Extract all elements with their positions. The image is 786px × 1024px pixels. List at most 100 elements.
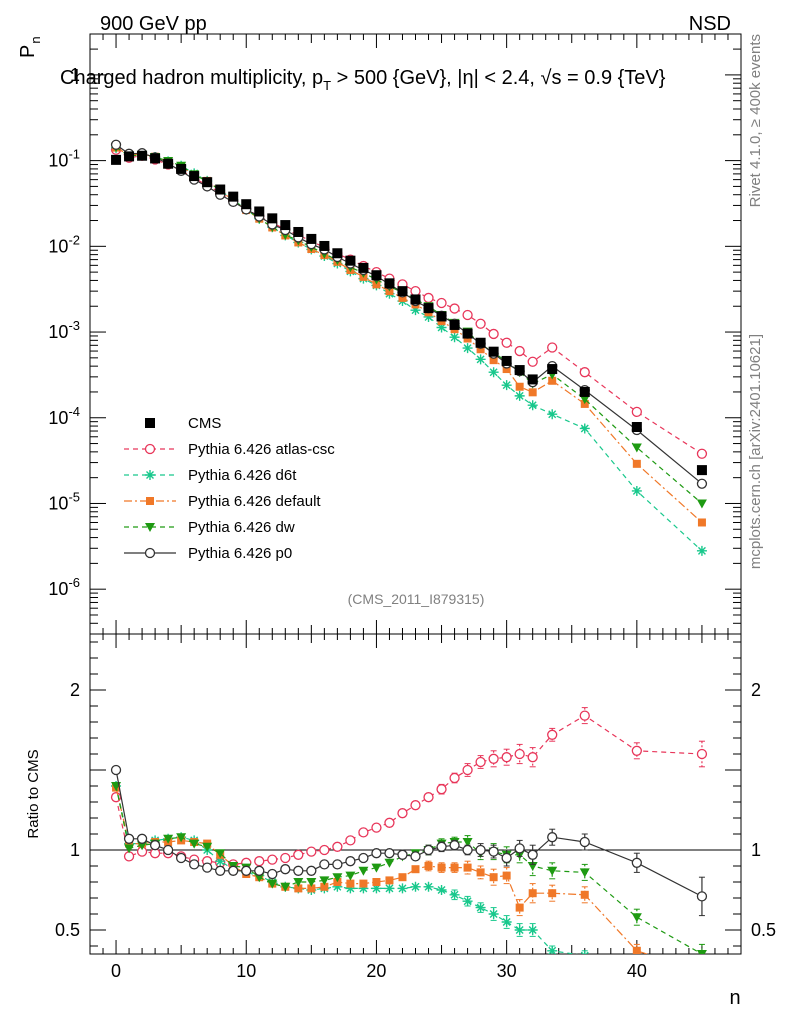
ratio-point-p0 — [149, 840, 161, 851]
ratio-point-p0 — [514, 843, 525, 854]
ratio-point-dw — [280, 882, 291, 892]
ratio-point-atlas-csc — [293, 849, 304, 860]
data-point-atlas-csc — [501, 337, 512, 348]
ratio-point-p0 — [631, 857, 642, 868]
ratio-point-p0 — [436, 841, 447, 852]
data-point-atlas-csc — [547, 342, 558, 353]
top-axes: 10-6 10-5 10-4 10-3 10-2 10-1 1 — [48, 33, 742, 635]
ratio-point-p0 — [579, 836, 590, 848]
data-point-d6t — [462, 343, 473, 354]
legend-marker-d6t — [145, 470, 155, 480]
y-tick-label: 10-6 — [48, 575, 80, 599]
ratio-line-d6t — [115, 785, 579, 954]
data-point-d6t — [527, 400, 538, 411]
ratio-y-tick-label: 2 — [70, 680, 80, 700]
ratio-point-default — [632, 946, 641, 954]
ratio-point-atlas-csc — [436, 784, 447, 795]
data-point-CMS — [345, 255, 356, 266]
ratio-point-d6t — [697, 987, 707, 997]
legend-label-default: Pythia 6.426 default — [188, 493, 321, 510]
ratio-point-atlas-csc — [488, 753, 499, 764]
y-axis-label-top: Pn — [17, 36, 43, 58]
ratio-point-p0 — [293, 865, 304, 876]
ratio-point-atlas-csc — [319, 844, 330, 856]
data-point-default — [502, 365, 511, 374]
data-point-CMS — [228, 191, 239, 202]
ratio-point-dw — [358, 866, 369, 876]
y-tick-label: 1 — [70, 65, 80, 85]
ratio-point-atlas-csc — [110, 792, 122, 803]
data-point-atlas-csc — [449, 303, 460, 314]
data-point-CMS — [293, 226, 304, 237]
data-point-CMS — [371, 270, 382, 281]
ratio-point-default — [294, 884, 303, 893]
data-point-atlas-csc — [631, 406, 642, 418]
ratio-point-p0 — [267, 868, 278, 880]
ratio-point-p0 — [371, 848, 382, 859]
legend-label-atlas-csc: Pythia 6.426 atlas-csc — [188, 441, 335, 458]
ratio-point-atlas-csc — [397, 808, 408, 819]
data-point-atlas-csc — [527, 356, 538, 367]
ratio-point-default — [320, 882, 329, 891]
ratio-point-d6t — [547, 945, 558, 954]
ratio-point-atlas-csc — [267, 854, 278, 865]
ratio-point-default — [398, 873, 407, 882]
ratio-point-p0 — [547, 832, 558, 843]
ratio-point-atlas-csc — [371, 822, 382, 833]
data-point-dw — [579, 395, 590, 405]
ratio-point-dw — [332, 873, 343, 883]
data-point-CMS — [176, 163, 187, 174]
ratio-point-p0 — [345, 856, 356, 867]
ratio-point-dw — [293, 878, 304, 887]
ratio-point-atlas-csc — [345, 835, 356, 846]
ratio-point-atlas-csc — [631, 745, 642, 756]
data-point-CMS — [696, 465, 707, 476]
data-point-CMS — [410, 294, 421, 305]
ratio-point-dw — [189, 839, 200, 849]
data-point-CMS — [462, 328, 473, 339]
mcplots-label: mcplots.cern.ch [arXiv:2401.10621] — [747, 334, 764, 569]
y-tick-label: 10-4 — [48, 404, 80, 428]
ratio-y-tick-label-right: 1 — [751, 840, 761, 860]
ratio-point-p0 — [527, 849, 538, 860]
legend-label-dw: Pythia 6.426 dw — [188, 519, 295, 536]
header-right-label: NSD — [689, 13, 731, 35]
ratio-point-atlas-csc — [449, 772, 460, 784]
data-point-default — [697, 518, 706, 527]
ratio-point-dw — [254, 873, 265, 883]
legend-label-d6t: Pythia 6.426 d6t — [188, 467, 297, 484]
data-point-CMS — [579, 386, 590, 397]
ratio-point-default — [698, 968, 706, 976]
ratio-point-default — [463, 863, 472, 872]
ratio-point-default — [411, 865, 420, 874]
ratio-point-default — [450, 863, 459, 872]
ratio-point-p0 — [462, 844, 473, 856]
ratio-point-p0 — [449, 840, 460, 851]
ratio-point-default — [548, 889, 557, 898]
ratio-point-d6t — [410, 881, 421, 892]
ratio-point-default — [385, 876, 394, 885]
ratio-point-d6t — [215, 856, 226, 867]
x-tick-label: 20 — [366, 961, 386, 981]
y-tick-label: 10-3 — [48, 318, 80, 342]
ratio-point-default — [515, 903, 524, 912]
ratio-point-p0 — [423, 844, 434, 856]
ratio-point-p0 — [254, 865, 265, 876]
data-point-CMS — [267, 213, 278, 224]
ratio-point-dw — [176, 833, 187, 843]
data-point-d6t — [410, 305, 421, 316]
y-tick-label: 10-2 — [48, 232, 80, 256]
ratio-point-p0 — [319, 859, 330, 870]
ratio-point-dw — [124, 844, 135, 854]
analysis-watermark: (CMS_2011_I879315) — [348, 591, 485, 607]
data-point-default — [632, 459, 641, 468]
svg-text:Pn: Pn — [17, 36, 43, 58]
ratio-point-atlas-csc — [527, 752, 538, 763]
ratio-point-dw — [215, 849, 226, 859]
ratio-point-p0 — [332, 859, 343, 870]
ratio-y-tick-label: 1 — [70, 840, 80, 860]
ratio-point-d6t — [423, 881, 434, 892]
data-point-CMS — [241, 199, 252, 210]
series-line-atlas-csc — [115, 149, 703, 455]
data-point-CMS — [124, 151, 135, 162]
